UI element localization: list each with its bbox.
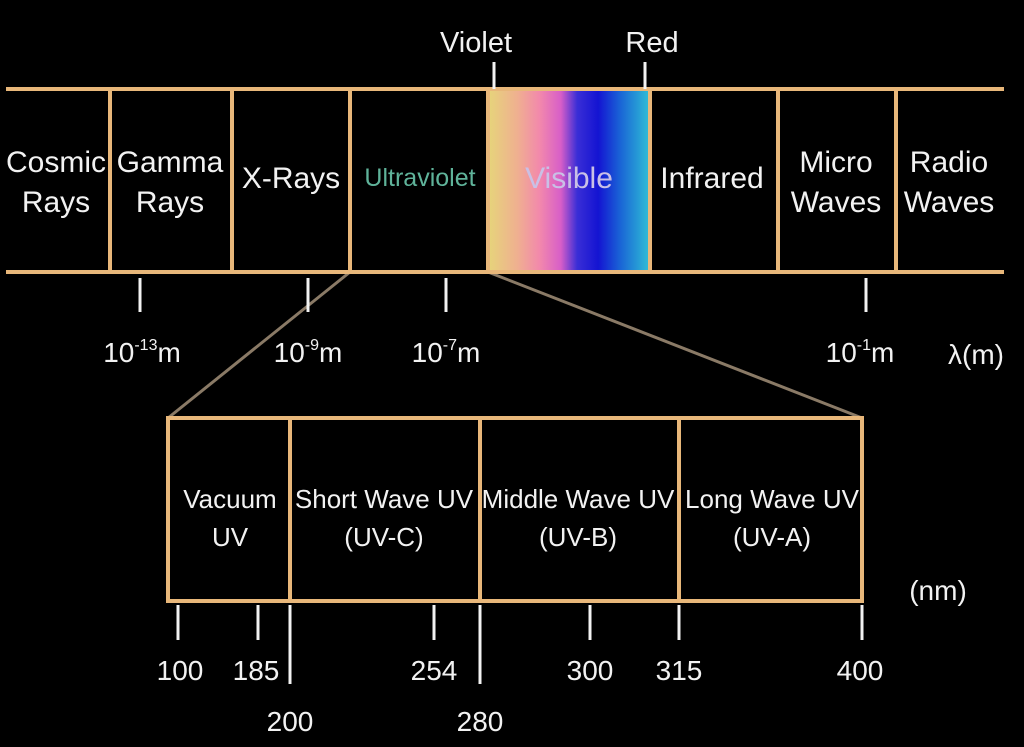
band-cosmic-rays: Cosmic Rays xyxy=(6,146,106,219)
uv-band-vacuum: Vacuum UV xyxy=(183,484,276,552)
band-gamma-rays: Gamma Rays xyxy=(117,146,224,219)
band-infrared: Infrared xyxy=(660,162,763,195)
wavelength-unit-label: λ(m) xyxy=(948,339,1004,370)
uv-tick-label-300: 300 xyxy=(567,655,614,686)
visible-gradient-band xyxy=(488,89,650,272)
wavelength-tick-label: 10-1m xyxy=(826,337,895,368)
zoom-line-left xyxy=(167,270,351,420)
band-label-line1: Visible xyxy=(525,162,613,195)
uv-detail-frame xyxy=(166,416,864,603)
band-label-line2: Rays xyxy=(136,186,204,219)
uv-unit-label: (nm) xyxy=(909,575,967,606)
band-label-line1: Cosmic xyxy=(6,146,106,179)
band-label-line1: Infrared xyxy=(660,162,763,195)
uv-band-line1: Short Wave UV xyxy=(295,484,474,514)
wavelength-tick-label: 10-7m xyxy=(412,337,481,368)
wavelength-tick-label: 10-9m xyxy=(274,337,343,368)
uv-band-line2: (UV-A) xyxy=(733,522,811,552)
uv-tick-label-400: 400 xyxy=(837,655,884,686)
band-label-line1: Radio xyxy=(910,146,988,179)
band-x-rays: X-Rays xyxy=(242,162,340,195)
uv-tick-label-315: 315 xyxy=(656,655,703,686)
violet-label: Violet xyxy=(440,27,512,59)
band-label-line2: Waves xyxy=(791,186,882,219)
band-label-line1: Gamma xyxy=(117,146,224,179)
spectrum-frame xyxy=(6,62,1004,274)
uv-tick-label-280: 280 xyxy=(457,706,504,737)
band-label-line1: X-Rays xyxy=(242,162,340,195)
uv-band-long-wave: Long Wave UV (UV-A) xyxy=(685,484,860,552)
band-micro-waves: Micro Waves xyxy=(791,146,882,219)
uv-band-line1: Vacuum xyxy=(183,484,276,514)
uv-ticks xyxy=(176,605,864,684)
uv-band-short-wave: Short Wave UV (UV-C) xyxy=(295,484,474,552)
band-label-line1: Ultraviolet xyxy=(364,164,475,192)
uv-tick-label-100: 100 xyxy=(157,655,204,686)
band-label-line1: Micro xyxy=(799,146,872,179)
red-label: Red xyxy=(625,27,678,59)
uv-band-line1: Middle Wave UV xyxy=(482,484,675,514)
uv-band-line1: Long Wave UV xyxy=(685,484,860,514)
band-ultraviolet: Ultraviolet xyxy=(364,164,475,192)
band-radio-waves: Radio Waves xyxy=(904,146,995,219)
band-visible: Visible xyxy=(525,162,613,195)
uv-tick-label-185: 185 xyxy=(233,655,280,686)
wavelength-ticks xyxy=(138,278,868,312)
uv-band-line2: UV xyxy=(212,522,249,552)
uv-band-middle-wave: Middle Wave UV (UV-B) xyxy=(482,484,675,552)
band-label-line2: Rays xyxy=(22,186,90,219)
uv-band-line2: (UV-B) xyxy=(539,522,617,552)
uv-band-line2: (UV-C) xyxy=(344,522,423,552)
uv-tick-label-254: 254 xyxy=(411,655,458,686)
wavelength-tick-label: 10-13m xyxy=(103,337,181,368)
band-label-line2: Waves xyxy=(904,186,995,219)
uv-tick-label-200: 200 xyxy=(267,706,314,737)
zoom-line-right xyxy=(487,270,863,420)
